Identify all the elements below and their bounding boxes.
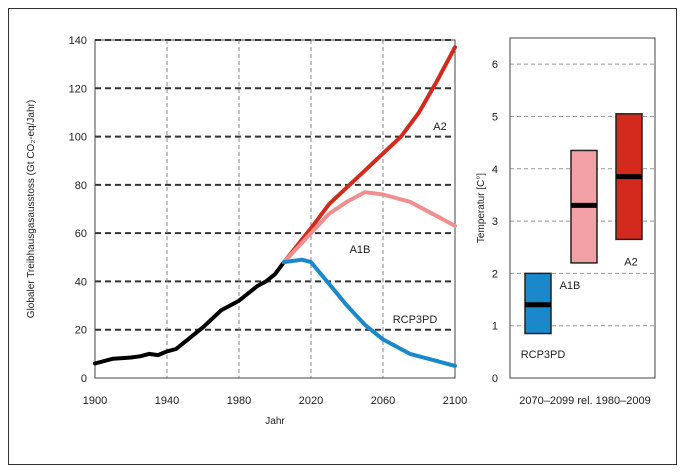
y-tick-label: 2 [492, 268, 498, 280]
x-tick-label: 1900 [83, 395, 107, 407]
emissions-y-axis-label: Globaler Treibhausgasausstoss (Gt CO₂-eq… [26, 100, 37, 318]
y-tick-label: 0 [492, 373, 498, 385]
series-label-a1b: A1B [350, 244, 371, 256]
x-tick-label: 1940 [155, 395, 179, 407]
temperature-chart: 0 1 2 3 4 5 6 RCP3PD A1B A2 2070–2099 rel. 1980–… [476, 37, 656, 407]
emissions-chart: 0 20 40 60 80 100 120 140 1900 1940 1980 2020 2060 2… [26, 35, 467, 427]
x-tick-label: 2020 [299, 395, 323, 407]
emissions-series [93, 45, 457, 368]
temperature-bars [524, 113, 643, 335]
emissions-series-labels: A2 A1B RCP3PD [350, 121, 447, 326]
y-tick-label: 0 [81, 373, 87, 385]
y-tick-label: 4 [492, 164, 498, 176]
emissions-x-ticks: 1900 1940 1980 2020 2060 2100 [83, 395, 467, 407]
bar-label-rcp3pd: RCP3PD [521, 349, 566, 361]
temperature-plot-area [509, 37, 656, 379]
temperature-y-ticks: 0 1 2 3 4 5 6 [492, 59, 498, 385]
emissions-grid [95, 39, 455, 378]
y-tick-label: 20 [75, 325, 87, 337]
x-tick-label: 1980 [227, 395, 251, 407]
series-label-rcp3pd: RCP3PD [393, 314, 438, 326]
y-tick-label: 40 [75, 276, 87, 288]
emissions-y-ticks: 0 20 40 60 80 100 120 140 [69, 35, 87, 385]
bar-label-a1b: A1B [560, 280, 581, 292]
y-tick-label: 6 [492, 59, 498, 71]
temperature-bar-labels: RCP3PD A1B A2 [521, 256, 638, 361]
y-tick-label: 140 [69, 35, 87, 47]
series-line-historical [93, 260, 286, 366]
emissions-x-axis-label: Jahr [265, 416, 285, 427]
series-line-rcp3pd [282, 257, 457, 368]
x-tick-label: 2060 [371, 395, 395, 407]
y-tick-label: 1 [492, 321, 498, 333]
y-tick-label: 120 [69, 83, 87, 95]
emissions-plot-area [94, 39, 456, 379]
bar-label-a2: A2 [624, 256, 637, 268]
temperature-y-axis-label: Temperatur [C°] [476, 173, 487, 243]
y-tick-label: 80 [75, 180, 87, 192]
series-line-a2 [282, 45, 457, 265]
figure-frame [8, 8, 677, 465]
y-tick-label: 3 [492, 216, 498, 228]
y-tick-label: 60 [75, 228, 87, 240]
y-tick-label: 5 [492, 111, 498, 123]
temperature-x-axis-label: 2070–2099 rel. 1980–2009 [519, 395, 651, 407]
series-label-a2: A2 [433, 121, 446, 133]
x-tick-label: 2100 [443, 395, 467, 407]
series-line-a1b [282, 190, 457, 265]
y-tick-label: 100 [69, 132, 87, 144]
